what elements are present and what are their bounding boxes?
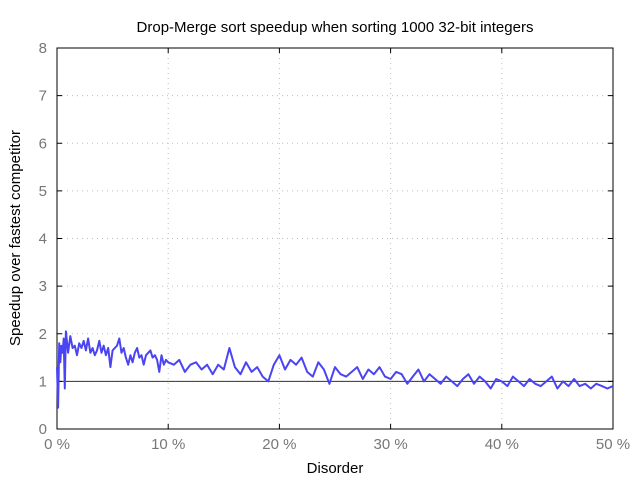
chart-title: Drop-Merge sort speedup when sorting 100… xyxy=(137,19,534,36)
series-line-speedup xyxy=(56,330,614,409)
x-tick-label: 10 % xyxy=(151,436,185,453)
x-axis-label: Disorder xyxy=(307,460,364,477)
x-tick-label: 30 % xyxy=(373,436,407,453)
x-tick-labels: 0 % 10 % 20 % 30 % 40 % 50 % xyxy=(44,436,630,453)
y-tick-label: 7 xyxy=(39,88,47,105)
y-tick-label: 6 xyxy=(39,135,47,152)
y-tick-label: 4 xyxy=(39,231,47,248)
y-tick-label: 3 xyxy=(39,278,47,295)
y-tick-label: 5 xyxy=(39,183,47,200)
y-tick-label: 0 xyxy=(39,421,47,438)
y-tick-label: 2 xyxy=(39,326,47,343)
y-tick-label: 8 xyxy=(39,40,47,57)
axis-ticks xyxy=(56,47,614,430)
grid xyxy=(56,47,614,430)
x-tick-label: 50 % xyxy=(596,436,630,453)
x-tick-label: 0 % xyxy=(44,436,70,453)
x-tick-label: 20 % xyxy=(262,436,296,453)
y-tick-label: 1 xyxy=(39,373,47,390)
x-tick-label: 40 % xyxy=(485,436,519,453)
y-axis-label: Speedup over fastest competitor xyxy=(7,130,24,346)
plot-frame xyxy=(56,47,614,430)
y-tick-labels: 0 1 2 3 4 5 6 7 8 xyxy=(39,40,47,438)
